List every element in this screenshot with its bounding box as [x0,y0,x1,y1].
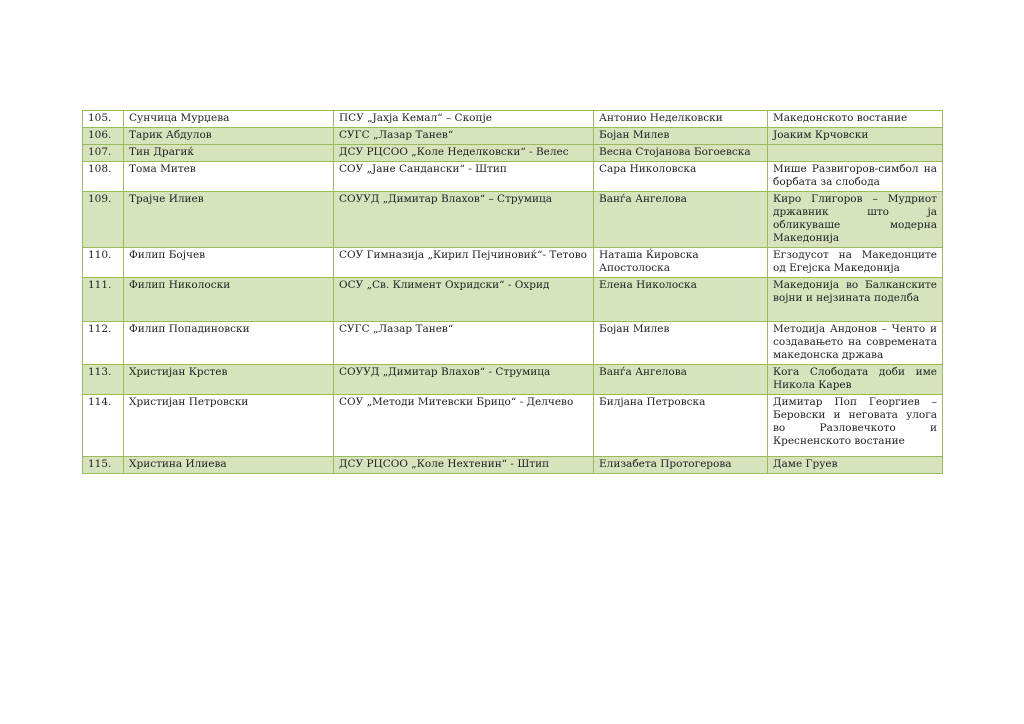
cell-row-number: 109. [82,191,124,248]
cell-row-number: 110. [82,247,124,278]
student-roster-body: 105. Сунчица Мурџева ПСУ „Јахја Кемал“ – С… [82,110,943,474]
cell-row-number: 105. [82,110,124,128]
cell-school: СОУ Гимназија „Кирил Пејчиновиќ“- Тетово [333,247,594,278]
table-row: 110. Филип Бојчев СОУ Гимназија „Кирил Пеј… [82,247,943,278]
cell-student-name: Христијан Крстев [123,364,334,395]
table-row: 115. Христина Илиева ДСУ РЦСОО „Коле Нехте… [82,456,943,474]
cell-topic: Киро Глигоров – Мудриот државник што ја … [767,191,943,248]
cell-topic: Мише Развигоров-симбол на борбата за сло… [767,161,943,192]
cell-school: ДСУ РЦСОО „Коле Неделковски“ - Велес [333,144,594,162]
cell-mentor: Елена Николоска [593,277,768,322]
cell-mentor: Ванѓа Ангелова [593,364,768,395]
cell-school: СУГС „Лазар Танев“ [333,321,594,365]
cell-row-number: 108. [82,161,124,192]
cell-mentor: Бојан Милев [593,321,768,365]
cell-row-number: 112. [82,321,124,365]
cell-topic: Македонија во Балканските војни и нејзин… [767,277,943,322]
cell-school: ОСУ „Св. Климент Охридски“ - Охрид [333,277,594,322]
cell-row-number: 106. [82,127,124,145]
table-row: 113. Христијан Крстев СОУУД „Димитар Влахо… [82,364,943,395]
cell-school: ПСУ „Јахја Кемал“ – Скопје [333,110,594,128]
cell-row-number: 113. [82,364,124,395]
cell-student-name: Христијан Петровски [123,394,334,457]
cell-topic: Методија Андонов – Ченто и создавањето н… [767,321,943,365]
cell-student-name: Тома Митев [123,161,334,192]
cell-topic: Јоаким Крчовски [767,127,943,145]
cell-school: СОУ „Методи Митевски Брицо“ - Делчево [333,394,594,457]
cell-topic: Даме Груев [767,456,943,474]
cell-school: ДСУ РЦСОО „Коле Нехтенин“ - Штип [333,456,594,474]
cell-student-name: Тин Драгиќ [123,144,334,162]
cell-mentor: Билјана Петровска [593,394,768,457]
cell-mentor: Ванѓа Ангелова [593,191,768,248]
cell-topic: Кога Слободата доби име Никола Карев [767,364,943,395]
table-row: 112. Филип Попадиновски СУГС „Лазар Танев“… [82,321,943,365]
cell-topic: Македонското востание [767,110,943,128]
cell-row-number: 115. [82,456,124,474]
cell-student-name: Трајче Илиев [123,191,334,248]
cell-student-name: Христина Илиева [123,456,334,474]
cell-mentor: Наташа Ќировска Апостолоска [593,247,768,278]
cell-topic: Егзодусот на Македонците од Егејска Маке… [767,247,943,278]
table-row: 106. Тарик Абдулов СУГС „Лазар Танев“ Бојан… [82,127,943,145]
cell-topic: Димитар Поп Георгиев – Беровски и негова… [767,394,943,457]
cell-mentor: Антонио Неделковски [593,110,768,128]
cell-student-name: Филип Николоски [123,277,334,322]
table-row: 107. Тин Драгиќ ДСУ РЦСОО „Коле Неделковск… [82,144,943,162]
cell-school: СОУУД „Димитар Влахов“ – Струмица [333,191,594,248]
cell-student-name: Филип Попадиновски [123,321,334,365]
table-row: 114. Христијан Петровски СОУ „Методи Митев… [82,394,943,457]
table-row: 111. Филип Николоски ОСУ „Св. Климент Охри… [82,277,943,322]
table-row: 109. Трајче Илиев СОУУД „Димитар Влахов“ –… [82,191,943,248]
cell-student-name: Тарик Абдулов [123,127,334,145]
cell-mentor: Елизабета Протогерова [593,456,768,474]
cell-row-number: 111. [82,277,124,322]
table-row: 108. Тома Митев СОУ „Јане Сандански“ - Шти… [82,161,943,192]
cell-school: СУГС „Лазар Танев“ [333,127,594,145]
cell-mentor: Бојан Милев [593,127,768,145]
cell-student-name: Филип Бојчев [123,247,334,278]
student-roster-table: 105. Сунчица Мурџева ПСУ „Јахја Кемал“ – С… [82,110,943,474]
cell-row-number: 107. [82,144,124,162]
cell-topic [767,144,943,162]
cell-mentor: Весна Стојанова Богоевска [593,144,768,162]
table-row: 105. Сунчица Мурџева ПСУ „Јахја Кемал“ – С… [82,110,943,128]
cell-school: СОУУД „Димитар Влахов“ - Струмица [333,364,594,395]
cell-student-name: Сунчица Мурџева [123,110,334,128]
cell-row-number: 114. [82,394,124,457]
cell-mentor: Сара Николовска [593,161,768,192]
cell-school: СОУ „Јане Сандански“ - Штип [333,161,594,192]
